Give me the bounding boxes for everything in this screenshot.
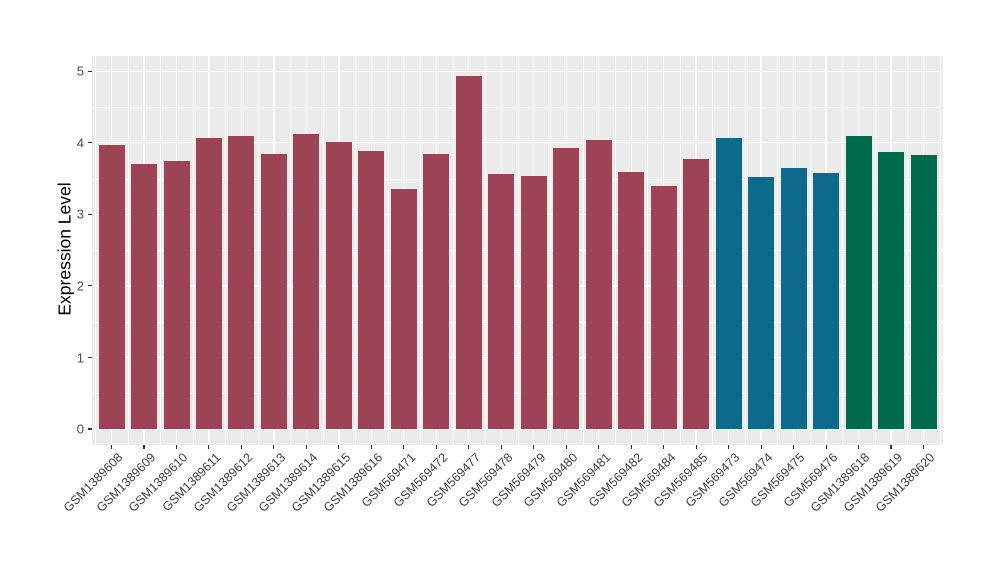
bar bbox=[553, 147, 580, 429]
x-tick-mark bbox=[922, 445, 925, 449]
x-tick-mark bbox=[565, 445, 567, 449]
y-tick-mark bbox=[87, 285, 92, 287]
bar bbox=[715, 137, 742, 429]
gridline-v-minor bbox=[647, 56, 649, 445]
bar bbox=[618, 171, 645, 429]
x-tick-mark bbox=[175, 445, 178, 449]
gridline-v-minor bbox=[95, 56, 96, 445]
x-tick-mark bbox=[370, 445, 372, 449]
x-tick-mark bbox=[663, 445, 665, 449]
gridline-v-minor bbox=[225, 56, 226, 445]
bar bbox=[910, 155, 937, 429]
gridline-v-minor bbox=[192, 56, 194, 445]
gridline-v-minor bbox=[290, 56, 291, 445]
x-tick-mark bbox=[305, 445, 307, 449]
bar bbox=[390, 189, 417, 429]
y-tick-mark bbox=[87, 70, 92, 72]
x-tick-mark bbox=[857, 445, 860, 449]
bar bbox=[423, 154, 450, 429]
x-tick-mark bbox=[338, 445, 340, 449]
bar bbox=[98, 145, 125, 429]
gridline-v-minor bbox=[420, 56, 421, 445]
x-tick-mark bbox=[695, 445, 697, 449]
bar bbox=[585, 140, 612, 429]
bar bbox=[228, 135, 255, 429]
bar bbox=[748, 176, 775, 429]
bar bbox=[293, 134, 320, 429]
bar bbox=[260, 154, 287, 429]
x-tick-mark bbox=[890, 445, 892, 449]
x-tick-mark bbox=[630, 445, 632, 449]
gridline-v-minor bbox=[809, 56, 811, 445]
gridline-v-minor bbox=[907, 56, 909, 445]
gridline-v-minor bbox=[517, 56, 519, 445]
y-tick-mark bbox=[87, 213, 92, 215]
gridline-v-minor bbox=[160, 56, 161, 445]
gridline-v-minor bbox=[485, 56, 486, 445]
gridline-v-minor bbox=[582, 56, 584, 445]
gridline-v-minor bbox=[452, 56, 454, 445]
x-tick-mark bbox=[760, 445, 762, 449]
gridline-v-minor bbox=[257, 56, 259, 445]
y-tick-mark bbox=[87, 142, 92, 144]
y-axis-title: Expression Level bbox=[54, 182, 75, 316]
x-tick-mark bbox=[435, 445, 437, 449]
y-tick-label: 4 bbox=[76, 135, 84, 151]
x-tick-mark bbox=[240, 445, 242, 449]
y-tick-label: 1 bbox=[76, 350, 84, 365]
gridline-v-minor bbox=[842, 56, 844, 445]
x-tick-mark bbox=[825, 445, 827, 449]
x-tick-mark bbox=[598, 445, 600, 449]
bar bbox=[520, 175, 547, 429]
bar bbox=[845, 136, 872, 429]
bar bbox=[488, 173, 515, 429]
gridline-v-minor bbox=[127, 56, 129, 445]
y-tick-label: 3 bbox=[76, 206, 84, 222]
x-tick-mark bbox=[793, 445, 795, 449]
gridline-v-minor bbox=[322, 56, 324, 445]
gridline-v-minor bbox=[355, 56, 356, 445]
bar bbox=[650, 185, 677, 429]
gridline-v-minor bbox=[679, 56, 681, 445]
x-tick-mark bbox=[728, 445, 730, 449]
y-tick-label: 0 bbox=[76, 421, 84, 437]
gridline-v-minor bbox=[777, 56, 779, 445]
bar bbox=[780, 167, 807, 429]
gridline-v-minor bbox=[939, 56, 941, 445]
gridline-v-minor bbox=[874, 56, 876, 445]
plot-panel bbox=[92, 56, 943, 445]
bar bbox=[683, 158, 710, 429]
gridline-v-minor bbox=[550, 56, 551, 445]
x-tick-mark bbox=[208, 445, 210, 449]
bar bbox=[455, 76, 482, 429]
x-tick-mark bbox=[468, 445, 470, 449]
bar bbox=[325, 142, 352, 429]
bar bbox=[131, 164, 157, 429]
y-tick-label: 2 bbox=[76, 278, 84, 294]
gridline-v-minor bbox=[387, 56, 389, 445]
x-tick-mark bbox=[143, 445, 145, 449]
x-tick-mark bbox=[110, 445, 113, 449]
bar bbox=[813, 172, 840, 429]
gridline-v-minor bbox=[744, 56, 746, 445]
bar bbox=[163, 161, 190, 429]
bar bbox=[878, 152, 904, 429]
x-tick-mark bbox=[533, 445, 535, 449]
x-tick-mark bbox=[273, 445, 275, 449]
x-tick-mark bbox=[403, 445, 405, 449]
gridline-v-minor bbox=[614, 56, 616, 445]
bar bbox=[358, 151, 385, 429]
gridline-v-minor bbox=[712, 56, 714, 445]
y-tick-label: 5 bbox=[76, 63, 84, 79]
y-tick-mark bbox=[87, 356, 92, 359]
x-tick-mark bbox=[500, 445, 502, 449]
y-tick-mark bbox=[87, 428, 92, 430]
bar bbox=[195, 137, 222, 429]
